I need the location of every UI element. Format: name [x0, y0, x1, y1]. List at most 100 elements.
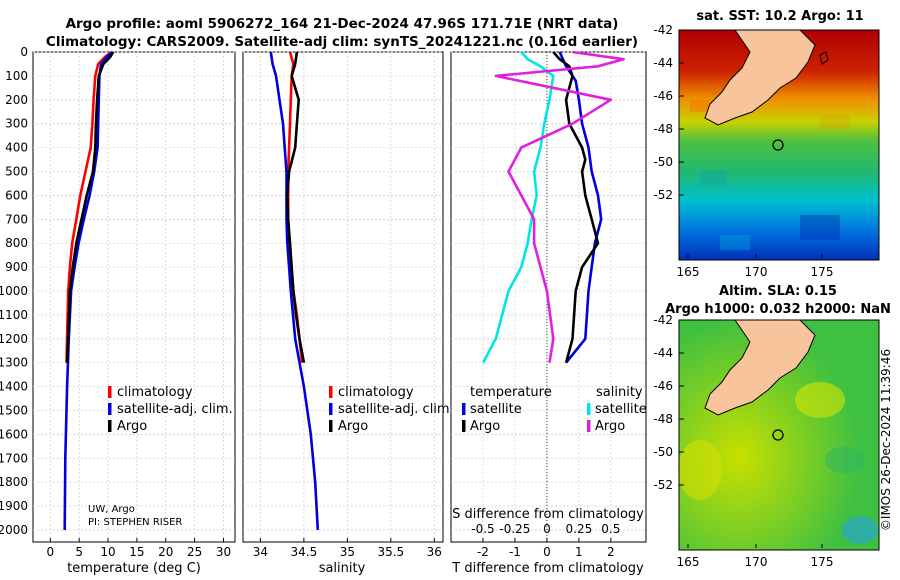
legend-label-climatology: climatology: [338, 385, 414, 400]
legend-swatch-climatology: [329, 386, 333, 398]
x-tick-label: 35.5: [377, 545, 404, 559]
sla-map-title-2: Argo h1000: 0.032 h2000: NaN: [665, 302, 891, 317]
legend-label-climatology: climatology: [117, 385, 193, 400]
series-line-climatology: [65, 50, 113, 363]
sla-map: Altim. SLA: 0.15 Argo h1000: 0.032 h2000…: [653, 284, 890, 569]
depth-tick-label: 600: [5, 188, 28, 202]
legend-swatch-satellite: [329, 403, 333, 415]
depth-tick-label: 200: [5, 93, 28, 107]
lat-tick-label: -52: [653, 478, 673, 492]
depth-tick-label: 800: [5, 236, 28, 250]
x-tick-label: 36: [427, 545, 442, 559]
argo-position-marker: [772, 139, 784, 151]
s-tick-label: 0.25: [566, 522, 593, 536]
difference-panel: -2 -1 0 1 2 -0.5 -0.25 0 0.25 0.5 S difference f…: [450, 50, 647, 576]
land-mass: [704, 319, 816, 416]
lon-tick-label: 170: [745, 555, 768, 569]
depth-tick-label: 1900: [0, 499, 28, 513]
sst-map-title: sat. SST: 10.2 Argo: 11: [696, 9, 863, 24]
depth-tick-label: 300: [5, 117, 28, 131]
depth-tick-label: 1100: [0, 308, 28, 322]
lat-tick-label: -42: [653, 313, 673, 327]
depth-tick-label: 1800: [0, 475, 28, 489]
legend-title-temperature: temperature: [470, 385, 552, 400]
series-line-t-satellite: [558, 51, 603, 364]
x-tick-label: 34.5: [291, 545, 318, 559]
depth-tick-label: 1400: [0, 380, 28, 394]
s-tick-label: -0.5: [471, 522, 494, 536]
x-tick-label: 25: [187, 545, 202, 559]
depth-tick-label: 1200: [0, 332, 28, 346]
x-tick-label: -2: [477, 545, 489, 559]
legend-swatch-t-argo: [462, 420, 466, 432]
depth-tick-label: 2000: [0, 523, 28, 537]
legend-label-argo: Argo: [117, 419, 147, 434]
lat-tick-label: -44: [653, 346, 673, 360]
note-line-1: UW, Argo: [88, 504, 135, 515]
salinity-legend: climatology satellite-adj. clim. Argo: [329, 385, 454, 434]
series-line-argo: [285, 51, 306, 363]
legend-label-argo: Argo: [338, 419, 368, 434]
depth-tick-label: 500: [5, 165, 28, 179]
depth-tick-label: 1000: [0, 284, 28, 298]
island: [819, 51, 829, 65]
lat-tick-label: -46: [653, 379, 673, 393]
x-tick-label: 10: [100, 545, 115, 559]
series-line-satellite-adj-clim-: [269, 51, 320, 531]
sst-texture: [690, 100, 850, 250]
x-tick-label: 0: [46, 545, 54, 559]
depth-tick-label: 900: [5, 260, 28, 274]
legend-swatch-satellite: [108, 403, 112, 415]
depth-tick-label: 1700: [0, 451, 28, 465]
x-tick-label: 34: [253, 545, 268, 559]
lat-tick-label: -46: [653, 89, 673, 103]
argo-position-marker: [772, 429, 784, 441]
series-line-argo: [65, 51, 115, 363]
legend-swatch-s-argo: [587, 420, 591, 432]
s-tick-label: 0.5: [601, 522, 620, 536]
series-line-t-argo: [552, 51, 600, 364]
lat-tick-label: -50: [653, 445, 673, 459]
difference-legend: temperature salinity satellite Argo sate…: [462, 385, 647, 434]
legend-label-t-argo: Argo: [470, 419, 500, 434]
x-tick-label: 35: [340, 545, 355, 559]
x-tick-label: 30: [216, 545, 231, 559]
x-tick-label: 20: [158, 545, 173, 559]
depth-tick-label: 100: [5, 69, 28, 83]
salinity-xlabel: salinity: [319, 561, 366, 576]
note-line-2: PI: STEPHEN RISER: [88, 517, 182, 528]
legend-label-s-satellite: satellite: [595, 402, 647, 417]
title-line-2: Climatology: CARS2009. Satellite-adj cli…: [46, 34, 638, 50]
x-tick-label: -1: [509, 545, 521, 559]
x-tick-label: 0: [543, 545, 551, 559]
legend-swatch-argo: [329, 420, 333, 432]
legend-title-salinity: salinity: [596, 385, 643, 400]
depth-tick-label: 0: [20, 45, 28, 59]
depth-tick-label: 1600: [0, 427, 28, 441]
legend-label-t-satellite: satellite: [470, 402, 522, 417]
lat-tick-label: -44: [653, 56, 673, 70]
land-mass: [704, 29, 816, 126]
legend-swatch-t-satellite: [462, 403, 466, 415]
depth-tick-label: 1300: [0, 356, 28, 370]
lon-tick-label: 175: [811, 555, 834, 569]
legend-swatch-s-satellite: [587, 403, 591, 415]
s-tick-label: -0.25: [499, 522, 530, 536]
lat-tick-label: -48: [653, 122, 673, 136]
x-tick-label: 15: [129, 545, 144, 559]
x-tick-label: 2: [607, 545, 615, 559]
lon-tick-label: 165: [677, 555, 700, 569]
sst-map: sat. SST: 10.2 Argo: 11 -42 -44 -46 -48 -50 -…: [653, 9, 880, 279]
s-difference-xlabel: S difference from climatology: [452, 507, 644, 522]
lat-tick-label: -50: [653, 155, 673, 169]
title-line-1: Argo profile: aoml 5906272_164 21-Dec-20…: [66, 16, 619, 32]
s-tick-label: 0: [543, 522, 551, 536]
legend-swatch-argo: [108, 420, 112, 432]
series-line-s-satellite: [481, 51, 555, 364]
t-difference-xlabel: T difference from climatology: [451, 561, 644, 576]
sla-texture: [678, 382, 878, 544]
depth-tick-label: 400: [5, 141, 28, 155]
series-line-s-argo: [494, 50, 625, 363]
salinity-panel: 34 34.5 35 35.5 36 salinity climatology sate…: [242, 51, 454, 576]
